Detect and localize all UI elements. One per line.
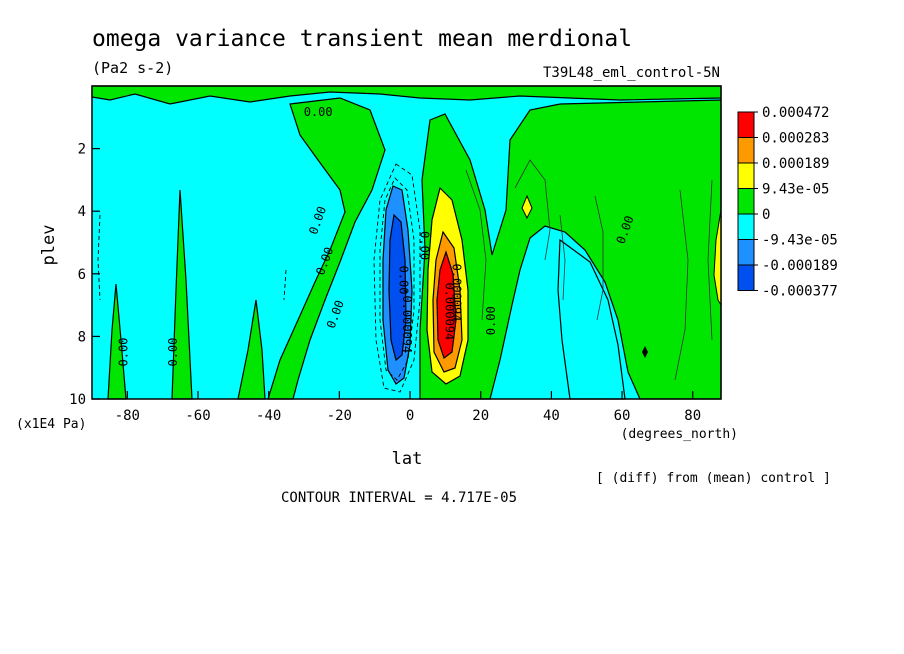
contour-label: 0.000094 [449,264,463,322]
positive-regions [91,85,722,400]
y-axis: 2 4 6 8 10 [69,142,100,408]
contour-north-e [674,189,689,381]
x-axis-label: lat [392,449,423,469]
chart-title: omega variance transient mean merdional [92,26,632,52]
contour-label: 0.00 [418,231,432,260]
dashed-contour-south [97,214,101,301]
dashed-contour-inner [379,177,415,381]
contour-north-f [707,179,713,341]
legend-swatch [737,188,755,215]
contour-label: 0.00 [396,266,410,295]
marker-north-dot [642,346,648,358]
y-tick-label: 8 [78,329,86,345]
thin-contours [465,159,713,381]
legend-label: -0.000189 [762,258,838,274]
x-tick-label: 80 [684,408,701,424]
contour-label: 0.00 [116,338,130,367]
legend-swatch [737,264,755,291]
y-tick-label: 2 [78,142,86,158]
y-axis-label: plev [39,225,59,266]
contour-north-a [514,159,551,261]
legend-label: 0.000189 [762,156,829,172]
y-tick-label: 10 [69,392,86,408]
contour-label: -0.000094 [400,288,414,353]
x-axis: -80 -60 -40 -20 0 20 40 60 80 [115,391,701,424]
color-legend: 0.000472 0.000283 0.000189 9.43e-05 0 -9.43e-… [737,105,838,300]
legend-label: 9.43e-05 [762,182,829,198]
x-tick-label: 60 [614,408,631,424]
legend-label: 0.000472 [762,105,829,121]
x-axis-units: (degrees_north) [621,427,738,442]
contour-north-c [559,214,566,301]
red-core [436,250,457,359]
y-tick-label: 4 [78,204,86,220]
contour-label: 0.000094 [442,282,456,340]
y-axis-units: (x1E4 Pa) [16,417,86,432]
dataset-label: T39L48_eml_control-5N [543,65,720,81]
y-tick-label: 6 [78,267,86,283]
dashed-contours [97,163,421,393]
yellow-spot-north [521,194,533,220]
dashed-contour-mid [283,269,287,301]
legend-swatch [737,213,755,240]
legend-swatch [737,239,755,266]
contour-label: 0.00 [304,105,333,119]
contour-interval: CONTOUR INTERVAL = 4.717E-05 [281,490,517,506]
contour-label: 0.00 [484,306,498,335]
diff-note: [ (diff) from (mean) control ] [596,471,831,486]
green-region-top-strip [91,85,722,105]
x-tick-label: -60 [185,408,210,424]
x-tick-label: 0 [406,408,414,424]
blue-core-inner [388,213,407,362]
legend-label: 0.000283 [762,131,829,147]
negative-core [382,185,413,385]
legend-label: -0.000377 [762,284,838,300]
positive-core [426,186,469,385]
x-tick-label: 20 [472,408,489,424]
x-tick-label: -40 [256,408,281,424]
contour-north-b [594,195,604,321]
x-tick-label: 40 [543,408,560,424]
contour-north-d [465,169,487,321]
legend-swatch [737,162,755,189]
contour-label: 0.00 [166,338,180,367]
chart-units: (Pa2 s-2) [92,59,173,77]
x-tick-label: -20 [327,408,352,424]
legend-swatch [737,111,755,138]
x-tick-label: -80 [115,408,140,424]
plot-frame [91,85,722,400]
dashed-contour-outer [373,163,421,393]
plot-area: 0.000.000.000.000.00 0.000.000.00-0.00009… [91,85,722,400]
legend-swatch [737,137,755,164]
legend-label: -9.43e-05 [762,233,838,249]
legend-label: 0 [762,207,770,223]
